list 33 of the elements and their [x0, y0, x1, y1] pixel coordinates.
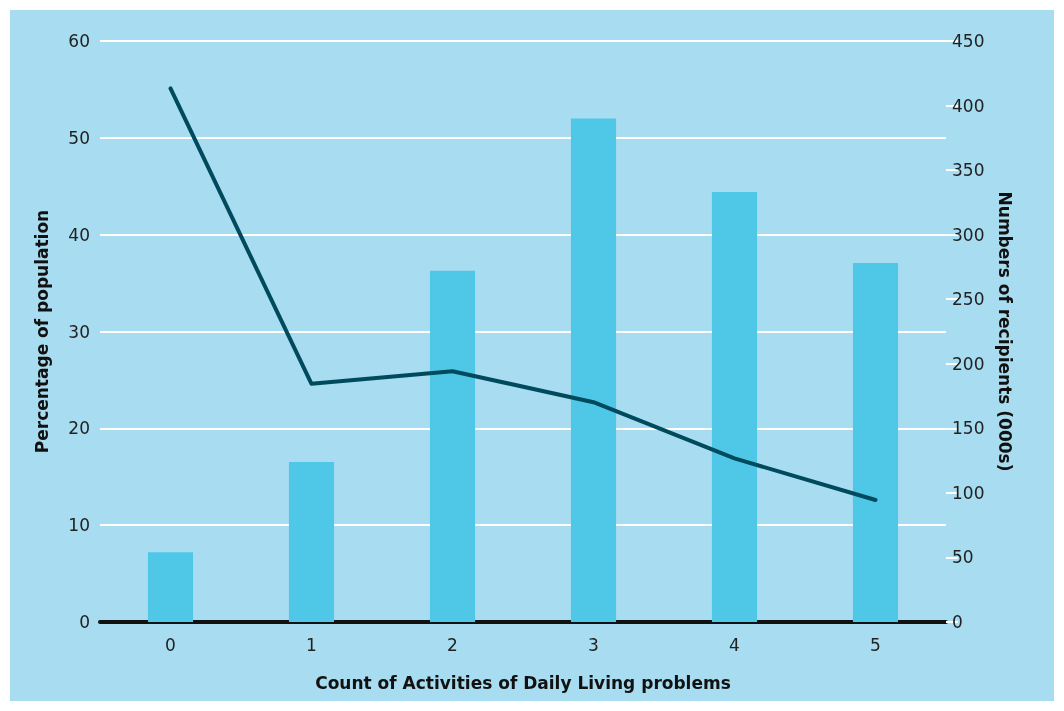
bar	[711, 192, 758, 622]
bar	[147, 552, 194, 622]
y-tick-label: 30	[68, 321, 90, 342]
x-tick-label: 4	[729, 634, 740, 655]
y-tick-label: 40	[68, 224, 90, 245]
y2-tick-label: 300	[952, 224, 985, 245]
y2-tick-label: 150	[952, 418, 985, 439]
bar	[852, 263, 899, 622]
y2-axis-title: Numbers of recipients (000s)	[994, 191, 1015, 472]
x-tick-label: 3	[588, 634, 599, 655]
bar	[429, 270, 476, 622]
y-tick-label: 0	[79, 612, 90, 632]
y-tick-label: 10	[68, 515, 90, 536]
y2-tick-label: 100	[952, 482, 985, 503]
y2-tick-label: 450	[952, 31, 985, 51]
y2-tick-label: 200	[952, 353, 985, 374]
y2-tick-label: 250	[952, 289, 985, 310]
y-axis-title: Percentage of population	[31, 209, 52, 454]
y-tick-label: 60	[68, 31, 90, 51]
y2-tick-label: 50	[952, 547, 974, 568]
y2-tick-label: 400	[952, 95, 985, 116]
y-tick-label: 20	[68, 418, 90, 439]
bar	[570, 118, 617, 622]
bar	[288, 461, 335, 622]
y-tick-label: 50	[68, 127, 90, 148]
x-tick-label: 1	[306, 634, 317, 655]
x-tick-label: 2	[447, 634, 458, 655]
y2-tick-label: 350	[952, 160, 985, 181]
y2-tick-label: 0	[952, 612, 963, 632]
x-tick-label: 0	[165, 634, 176, 655]
x-tick-label: 5	[870, 634, 881, 655]
x-axis-title: Count of Activities of Daily Living problems	[315, 672, 731, 693]
line-series	[168, 86, 878, 502]
